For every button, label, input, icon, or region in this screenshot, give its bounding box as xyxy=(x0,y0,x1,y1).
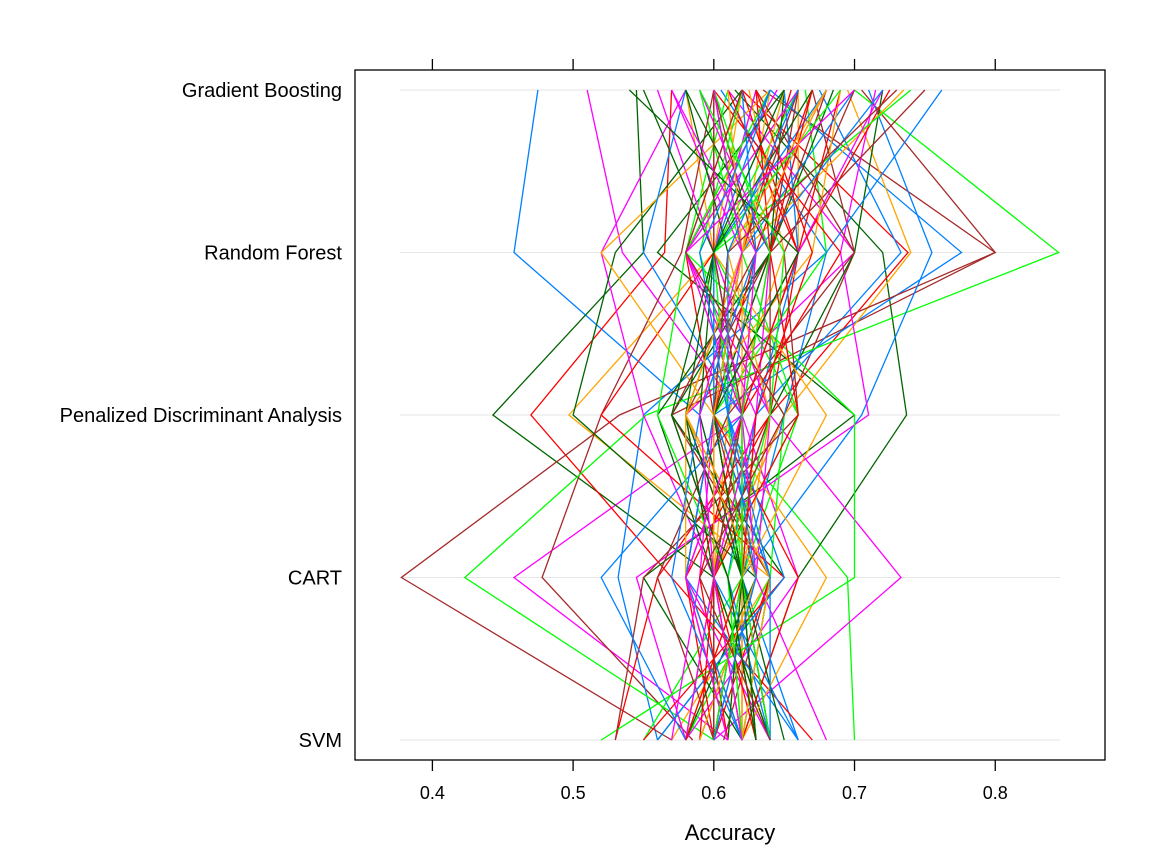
series-line xyxy=(713,89,799,741)
x-tick-label: 0.5 xyxy=(561,783,586,803)
gridlines xyxy=(400,89,1060,741)
series-lines xyxy=(400,89,1060,741)
category-label: Random Forest xyxy=(204,243,342,265)
series-line xyxy=(670,89,785,741)
category-label: Gradient Boosting xyxy=(182,80,342,102)
series-line xyxy=(400,89,997,741)
category-label: SVM xyxy=(299,730,342,752)
plot-frame xyxy=(354,69,1106,761)
x-tick-label: 0.8 xyxy=(983,783,1008,803)
category-labels: Gradient Boosting Random Forest Penalized … xyxy=(60,80,343,752)
x-axis: 0.4 0.5 0.6 0.7 0.8 xyxy=(420,59,1008,803)
x-tick-label: 0.7 xyxy=(842,783,867,803)
series-line xyxy=(699,89,743,741)
series-line xyxy=(463,89,1060,741)
x-tick-label: 0.4 xyxy=(420,783,445,803)
x-axis-title: Accuracy xyxy=(685,820,775,845)
series-line xyxy=(530,89,813,741)
category-label: Penalized Discriminant Analysis xyxy=(60,405,342,427)
category-label: CART xyxy=(288,568,342,590)
x-tick-label: 0.6 xyxy=(701,783,726,803)
series-line xyxy=(635,89,877,741)
